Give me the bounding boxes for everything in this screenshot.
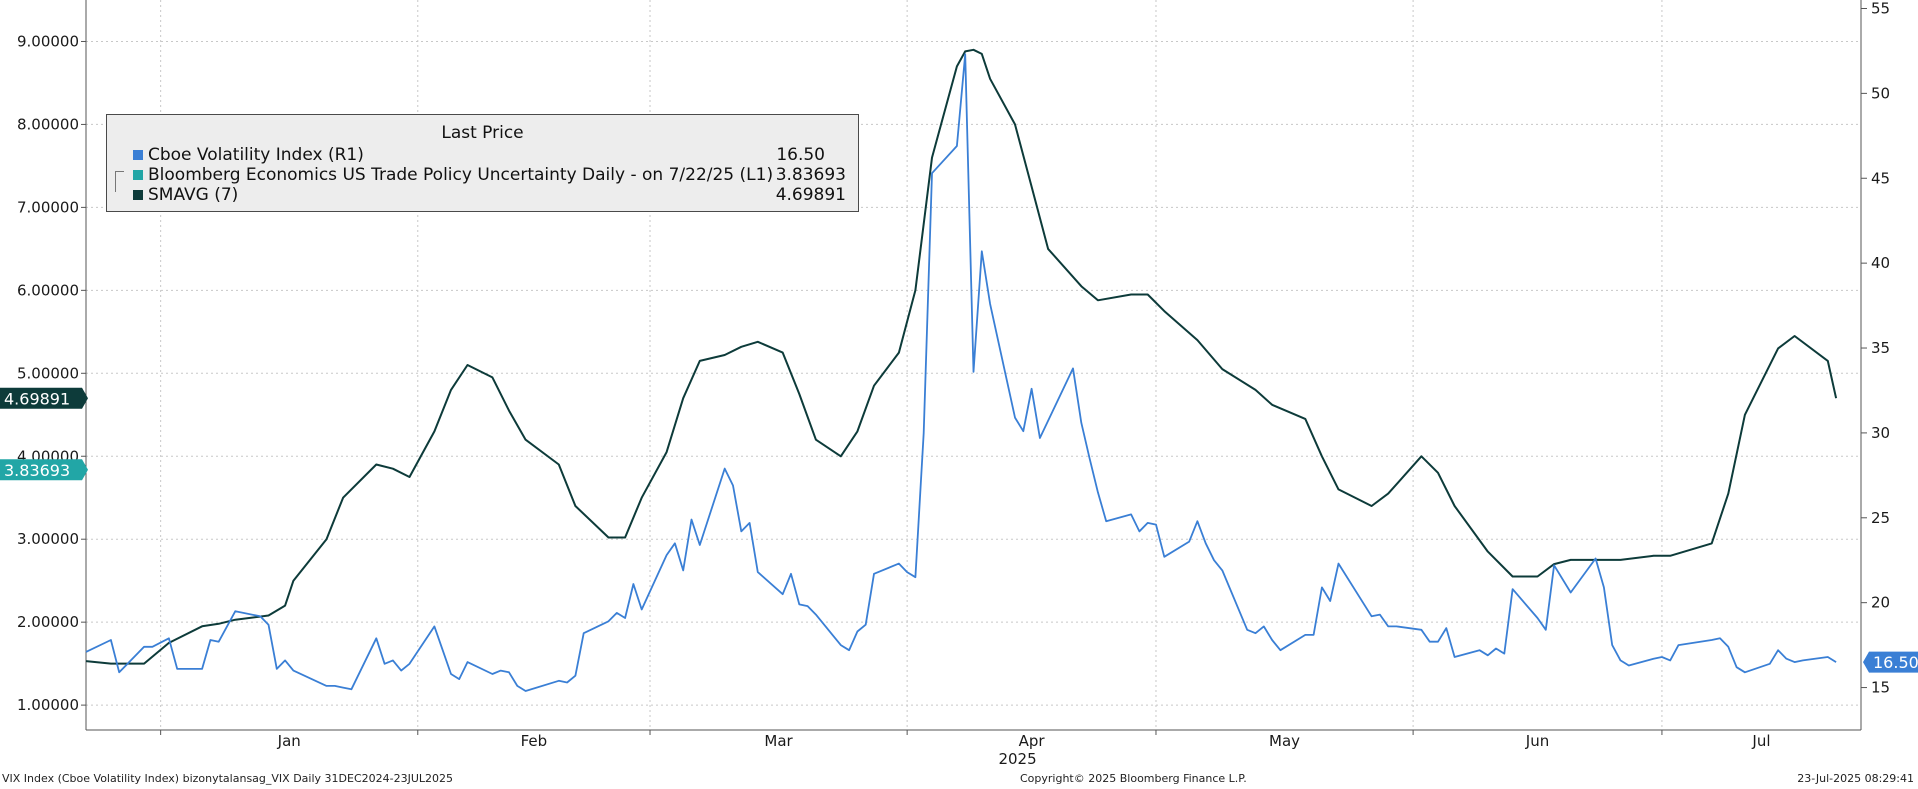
x-tick-label: Jun [1525,732,1549,750]
legend-bracket [115,171,124,192]
left-tick-label: 6.00000 [17,281,79,299]
x-tick-label: Jan [277,732,301,750]
right-tick-label: 30 [1871,424,1890,442]
right-tick-label: 25 [1871,509,1890,527]
badge-smavg-text: 4.69891 [4,389,70,408]
legend-name-tpu: Bloomberg Economics US Trade Policy Unce… [148,165,774,185]
left-tick-label: 5.00000 [17,364,79,382]
badge-vix: 16.50 [1863,651,1918,673]
legend-value-vix: 16.50 [776,145,825,165]
legend-value-tpu: 3.83693 [775,165,846,185]
badge-tpu: 3.83693 [0,459,88,481]
left-tick-label: 2.00000 [17,613,79,631]
right-tick-label: 15 [1871,679,1890,697]
right-tick-label: 40 [1871,254,1890,272]
badge-tpu-shape [0,459,88,481]
footer-center: Copyright© 2025 Bloomberg Finance L.P. [1020,772,1247,785]
left-tick-label: 3.00000 [17,530,79,548]
series-line-smavg [85,48,1838,665]
right-tick-label: 45 [1871,169,1890,187]
x-tick-label: Feb [521,732,548,750]
series-line-vix [85,53,1837,692]
left-tick-label: 7.00000 [17,198,79,216]
right-tick-label: 55 [1871,0,1890,17]
footer-left: VIX Index (Cboe Volatility Index) bizony… [2,772,454,785]
legend-swatch-smavg [133,190,143,200]
x-tick-label: Apr [1019,732,1046,750]
legend-row-vix: Cboe Volatility Index (R1) 16.50 [127,145,846,165]
badge-smavg-shape [0,387,88,409]
legend-swatch-tpu [133,170,143,180]
legend-value-smavg: 4.69891 [775,185,846,205]
legend-row-smavg: SMAVG (7) 4.69891 [127,185,846,205]
x-tick-label: Mar [764,732,793,750]
footer-right: 23-Jul-2025 08:29:41 [1797,772,1914,785]
badge-smavg: 4.69891 [0,387,88,409]
badge-vix-shape [1863,651,1918,673]
x-tick-label: Jul [1751,732,1770,750]
badge-vix-text: 16.50 [1873,653,1918,672]
left-tick-label: 1.00000 [17,696,79,714]
x-tick-label: May [1269,732,1300,750]
legend-row-tpu: Bloomberg Economics US Trade Policy Unce… [127,165,846,185]
legend-name-smavg: SMAVG (7) [148,185,239,205]
x-year-label: 2025 [998,750,1036,768]
badge-tpu-text: 3.83693 [4,461,70,480]
left-tick-label: 9.00000 [17,32,79,50]
right-tick-label: 35 [1871,339,1890,357]
legend-title: Last Price [441,123,524,143]
left-tick-label: 8.00000 [17,115,79,133]
right-tick-label: 50 [1871,84,1890,102]
legend-name-vix: Cboe Volatility Index (R1) [148,145,364,165]
right-tick-label: 20 [1871,594,1890,612]
chart-legend: Last Price Cboe Volatility Index (R1) 16… [106,114,859,212]
legend-swatch-vix [133,150,143,160]
